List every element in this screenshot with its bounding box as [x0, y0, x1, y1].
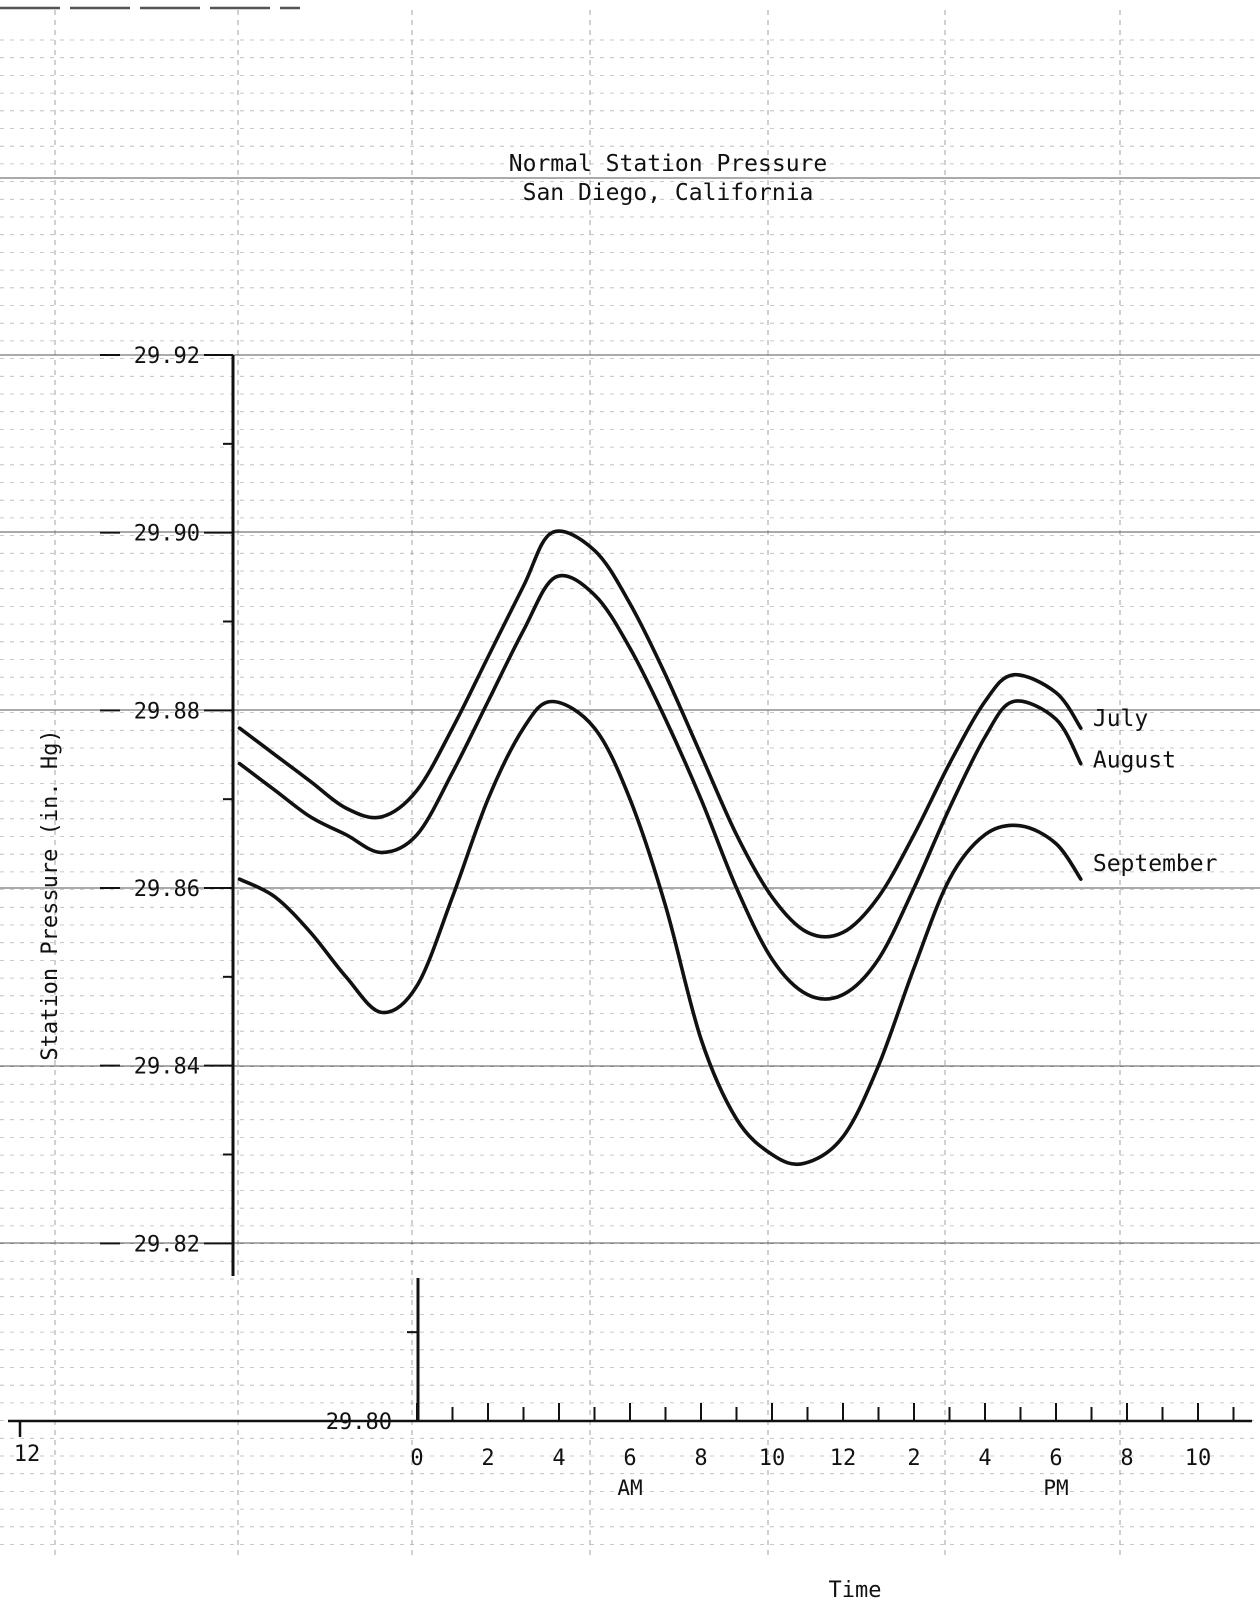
chart-title: Normal Station Pressure: [509, 151, 828, 177]
x-tick-label: 12: [830, 1446, 857, 1471]
background-grid: [0, 6, 1260, 1560]
y-axis-label: Station Pressure (in. Hg): [38, 729, 63, 1060]
chart-subtitle: San Diego, California: [523, 180, 814, 206]
y-tick-label: 29.88: [134, 699, 200, 724]
x-tick-label: 10: [1185, 1446, 1212, 1471]
x-tick-label: 6: [623, 1446, 636, 1471]
x-tick-label: 8: [1120, 1446, 1133, 1471]
y-tick-label: 29.84: [134, 1055, 200, 1080]
x-period-label: PM: [1043, 1476, 1068, 1500]
x-tick-label: 10: [759, 1446, 786, 1471]
x-tick-label: 8: [694, 1446, 707, 1471]
x-tick-label: 4: [978, 1446, 991, 1471]
x-left-label: 12: [14, 1442, 41, 1467]
x-tick-label: 2: [481, 1446, 494, 1471]
x-tick-label: 6: [1049, 1446, 1062, 1471]
series-label-july: July: [1093, 706, 1148, 732]
series-line-september: [237, 699, 1083, 1167]
y-tick-label: 29.86: [134, 877, 200, 902]
series-line-july: [237, 529, 1083, 939]
series-label-august: August: [1093, 748, 1176, 774]
axes: [8, 355, 1252, 1437]
series-labels: July August September: [1093, 706, 1218, 877]
x-axis-label: Time: [829, 1578, 882, 1603]
series-line-august: [237, 573, 1083, 1001]
x-tick-label: 2: [907, 1446, 920, 1471]
x-period-label: AM: [617, 1476, 642, 1500]
y-tick-label: 29.90: [134, 522, 200, 547]
y-tick-label: 29.82: [134, 1232, 200, 1257]
series-label-september: September: [1093, 851, 1218, 877]
x-tick-label: 4: [552, 1446, 565, 1471]
x-tick-label: 0: [410, 1446, 423, 1471]
y-tick-label: 29.80: [326, 1410, 392, 1435]
tick-labels: 29.80 29.82 29.84 29.86 29.88 29.90 29.92 0 2 4 6 8…: [100, 344, 1211, 1500]
series-lines: [237, 529, 1083, 1167]
y-tick-label: 29.92: [134, 344, 200, 369]
